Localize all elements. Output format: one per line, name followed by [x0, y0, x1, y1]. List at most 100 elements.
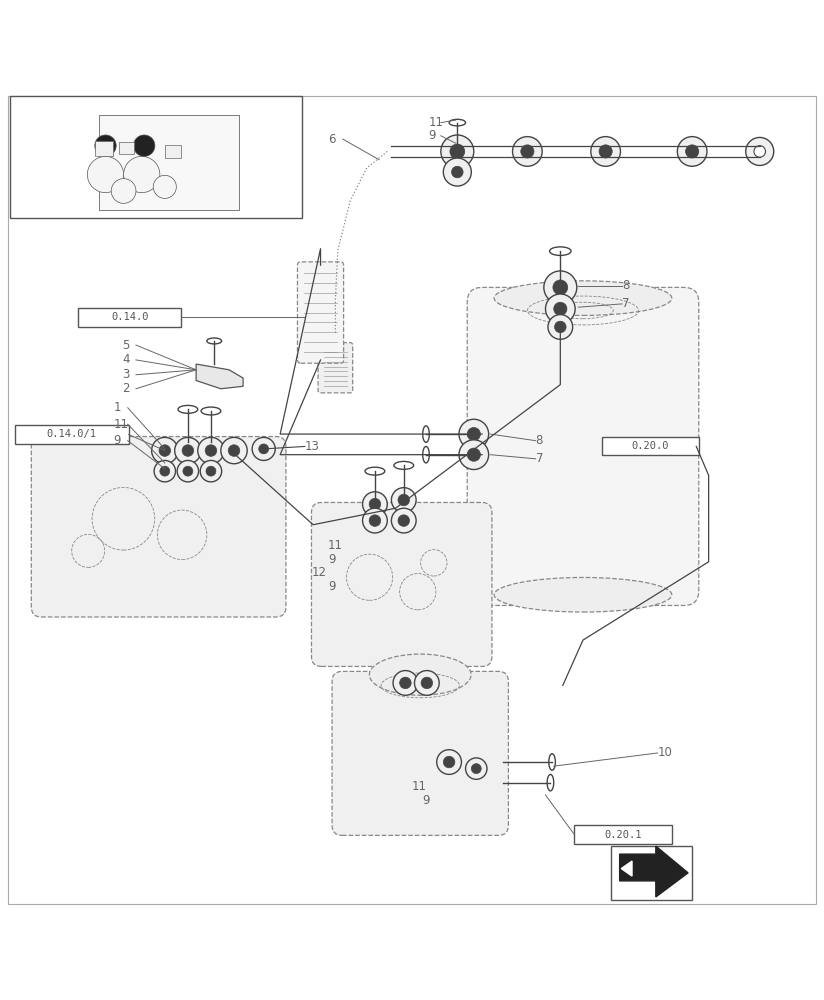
Text: 2: 2 — [122, 382, 129, 395]
Circle shape — [441, 135, 474, 168]
Text: 9: 9 — [114, 434, 121, 447]
Bar — [10, 96, 302, 218]
Text: 7: 7 — [536, 452, 543, 465]
Circle shape — [459, 419, 489, 449]
Circle shape — [521, 145, 534, 158]
Text: 11: 11 — [428, 116, 443, 129]
Bar — [78, 308, 181, 327]
Circle shape — [746, 137, 774, 165]
Circle shape — [228, 445, 240, 456]
Circle shape — [545, 294, 575, 324]
Circle shape — [599, 145, 612, 158]
Circle shape — [466, 758, 487, 779]
Text: 4: 4 — [122, 353, 129, 366]
Circle shape — [443, 756, 455, 768]
Circle shape — [369, 498, 381, 510]
Bar — [611, 846, 692, 900]
Text: 6: 6 — [328, 133, 335, 146]
Ellipse shape — [423, 426, 429, 442]
Text: 9: 9 — [428, 129, 436, 142]
Bar — [15, 425, 129, 444]
Text: 9: 9 — [328, 580, 335, 593]
FancyBboxPatch shape — [318, 343, 353, 393]
Text: 0.20.0: 0.20.0 — [631, 441, 669, 451]
Circle shape — [221, 437, 247, 464]
Text: 8: 8 — [536, 434, 543, 447]
Circle shape — [553, 280, 568, 295]
Circle shape — [206, 466, 216, 476]
Ellipse shape — [365, 467, 385, 475]
Polygon shape — [621, 861, 632, 876]
Circle shape — [471, 764, 481, 774]
Text: 10: 10 — [658, 746, 672, 759]
Ellipse shape — [494, 281, 672, 315]
Circle shape — [175, 437, 201, 464]
Circle shape — [544, 271, 577, 304]
Polygon shape — [196, 364, 243, 389]
Circle shape — [467, 448, 480, 461]
Circle shape — [369, 515, 381, 526]
Circle shape — [152, 437, 178, 464]
Circle shape — [554, 302, 567, 315]
FancyBboxPatch shape — [332, 671, 508, 835]
Circle shape — [686, 145, 699, 158]
Circle shape — [400, 677, 411, 689]
Ellipse shape — [550, 247, 571, 255]
Circle shape — [548, 315, 573, 339]
Bar — [99, 115, 239, 210]
Text: 8: 8 — [622, 279, 630, 292]
Text: 11: 11 — [412, 780, 427, 793]
Ellipse shape — [178, 405, 198, 413]
Circle shape — [452, 166, 463, 178]
Circle shape — [95, 135, 116, 156]
Text: 0.20.1: 0.20.1 — [604, 830, 642, 840]
Text: 1: 1 — [114, 401, 121, 414]
Circle shape — [442, 137, 472, 166]
Circle shape — [133, 135, 155, 156]
Circle shape — [467, 427, 480, 441]
Circle shape — [160, 466, 170, 476]
Circle shape — [177, 460, 199, 482]
Bar — [95, 141, 113, 156]
Circle shape — [205, 445, 217, 456]
Ellipse shape — [494, 577, 672, 612]
Circle shape — [124, 156, 160, 193]
Text: 0.14.0: 0.14.0 — [111, 312, 148, 322]
Ellipse shape — [423, 446, 429, 463]
Text: 12: 12 — [311, 566, 326, 579]
Circle shape — [111, 179, 136, 203]
Circle shape — [198, 437, 224, 464]
Ellipse shape — [547, 774, 554, 791]
Circle shape — [451, 145, 464, 158]
FancyBboxPatch shape — [311, 502, 492, 666]
Circle shape — [363, 492, 387, 516]
FancyBboxPatch shape — [467, 287, 699, 605]
Circle shape — [393, 671, 418, 695]
Text: 9: 9 — [422, 794, 429, 807]
Circle shape — [591, 137, 620, 166]
Circle shape — [459, 440, 489, 470]
Circle shape — [154, 460, 176, 482]
Circle shape — [754, 146, 765, 157]
Circle shape — [398, 494, 410, 506]
Circle shape — [183, 466, 193, 476]
Circle shape — [391, 488, 416, 512]
Circle shape — [363, 508, 387, 533]
Circle shape — [252, 437, 275, 460]
Text: 3: 3 — [122, 368, 129, 381]
Ellipse shape — [369, 654, 471, 695]
Text: 5: 5 — [122, 339, 129, 352]
Circle shape — [443, 158, 471, 186]
Bar — [602, 437, 699, 455]
Ellipse shape — [449, 119, 466, 126]
Text: 0.14.0/1: 0.14.0/1 — [47, 429, 96, 439]
Bar — [574, 825, 672, 844]
Text: 11: 11 — [328, 539, 343, 552]
Circle shape — [513, 137, 542, 166]
Circle shape — [450, 144, 465, 159]
Text: 13: 13 — [305, 440, 320, 453]
Text: 7: 7 — [622, 297, 630, 310]
Ellipse shape — [394, 461, 414, 469]
Circle shape — [159, 445, 171, 456]
Circle shape — [87, 156, 124, 193]
